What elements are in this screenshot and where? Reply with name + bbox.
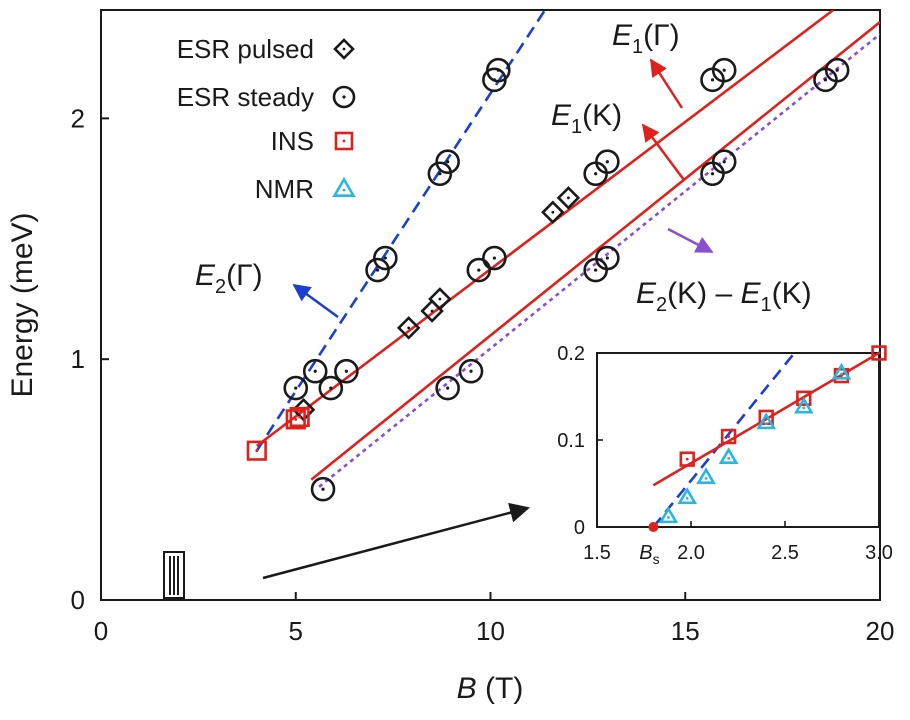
legend-markers <box>332 38 356 197</box>
inset-bs-point <box>648 522 659 532</box>
data-point-esr-pulsed <box>556 186 581 210</box>
data-point-esr-steady <box>700 161 725 187</box>
data-point-esr-steady <box>583 161 608 187</box>
inset-data-point-nmr <box>831 362 852 380</box>
y-axis-label: Energy (meV) <box>6 212 39 397</box>
legend-marker-esr-steady <box>332 85 356 109</box>
data-point-esr-steady <box>824 57 850 83</box>
main-data-points <box>246 57 850 502</box>
data-point-esr-pulsed <box>428 287 452 311</box>
inset-data-point-nmr <box>718 447 739 465</box>
data-point-esr-steady <box>482 245 507 271</box>
inset-data-point-ins <box>871 345 887 361</box>
data-point-ins <box>285 409 306 430</box>
data-point-ins <box>289 406 310 428</box>
inset-x-tick-label: 2.0 <box>677 542 705 564</box>
x-tick-label: 5 <box>289 616 303 646</box>
data-point-esr-steady <box>334 358 359 384</box>
annotation-e2-gamma: E2(Γ) <box>195 259 339 319</box>
legend-label-esr-pulsed: ESR pulsed <box>177 34 314 64</box>
main-line-e1g <box>256 10 835 447</box>
inset-data-point-ins <box>679 451 695 467</box>
main-line-e2g <box>255 10 547 452</box>
main-line-e1k <box>310 21 880 481</box>
inset-y-tick-label: 0 <box>574 517 585 539</box>
data-point-esr-steady <box>458 358 484 384</box>
data-point-esr-steady <box>711 57 737 83</box>
data-point-ins <box>246 440 267 461</box>
annotation-e1-gamma-label: E1(Γ) <box>612 19 680 58</box>
data-point-esr-steady <box>711 149 737 175</box>
annotation-e2-gamma-arrow <box>292 283 339 319</box>
inset-axis-ticks: 1.5 2.0 2.5 3.0 0 0.1 0.2 Bs <box>557 343 893 567</box>
legend-marker-nmr <box>332 176 356 197</box>
main-axis-ticks: 0 5 10 15 20 0 1 2 <box>71 103 895 646</box>
annotation-e1-gamma: E1(Γ) <box>612 19 684 109</box>
annotation-e1-gamma-arrow <box>649 58 684 109</box>
data-point-esr-steady <box>310 476 336 502</box>
legend-marker-ins <box>334 131 354 151</box>
inset-y-tick-label: 0.2 <box>557 343 585 365</box>
annotation-e1-k-label: E1(K) <box>551 99 622 138</box>
x-tick-label: 10 <box>476 616 505 646</box>
legend-marker-esr-pulsed <box>333 38 355 60</box>
inset-data-points <box>658 345 887 524</box>
x-tick-label: 20 <box>866 616 895 646</box>
y-tick-label: 2 <box>71 103 85 133</box>
legend-label-esr-steady: ESR steady <box>177 82 314 112</box>
annotation-e2k-minus-e1k: E2(K) – E1(K) <box>636 227 812 316</box>
data-point-esr-steady <box>466 257 492 283</box>
annotation-e2-gamma-label: E2(Γ) <box>195 259 263 298</box>
annotation-e2k-minus-e1k-label: E2(K) – E1(K) <box>636 277 812 316</box>
inset-x-tick-label: 3.0 <box>865 542 893 564</box>
inset-x-tick-label: 2.5 <box>771 542 799 564</box>
x-axis-label: B (T) <box>457 672 524 705</box>
data-point-esr-steady <box>373 245 398 271</box>
annotation-e2k-minus-e1k-arrow <box>667 227 714 254</box>
data-point-esr-steady <box>595 149 620 175</box>
legend: ESR pulsed ESR steady INS NMR <box>177 34 356 204</box>
inset-chart: 1.5 2.0 2.5 3.0 0 0.1 0.2 Bs <box>557 343 893 567</box>
annotation-e1-k: E1(K) <box>551 99 686 181</box>
inset-data-point-nmr <box>677 487 698 505</box>
inset-data-point-ins <box>720 428 737 445</box>
data-point-esr-steady <box>485 57 511 83</box>
data-point-esr-steady <box>427 161 453 187</box>
data-point-esr-steady <box>365 257 390 283</box>
data-point-esr-pulsed <box>396 316 421 340</box>
data-point-esr-pulsed <box>541 200 565 225</box>
annotation-e1-k-arrow <box>641 123 686 181</box>
low-field-marker <box>163 551 185 599</box>
y-tick-label: 0 <box>71 585 85 615</box>
inset-data-point-nmr <box>696 467 716 485</box>
x-tick-label: 0 <box>94 616 108 646</box>
y-tick-label: 1 <box>71 344 85 374</box>
inset-y-tick-label: 0.1 <box>557 430 585 452</box>
data-point-esr-steady <box>318 375 344 401</box>
inset-data-point-nmr <box>756 412 777 430</box>
inset-pointer-arrow <box>262 502 530 580</box>
inset-data-point-nmr <box>658 506 679 524</box>
data-point-esr-steady <box>302 358 328 384</box>
x-tick-label: 15 <box>671 616 700 646</box>
legend-label-nmr: NMR <box>255 174 314 204</box>
inset-bs-tick-label: Bs <box>639 542 659 567</box>
data-point-esr-steady <box>435 149 460 175</box>
inset-x-tick-label: 1.5 <box>583 542 611 564</box>
legend-label-ins: INS <box>271 126 314 156</box>
data-point-esr-steady <box>595 245 620 271</box>
data-point-esr-steady <box>283 375 309 401</box>
data-point-esr-steady <box>435 375 460 401</box>
inset-data-point-nmr <box>793 396 814 414</box>
